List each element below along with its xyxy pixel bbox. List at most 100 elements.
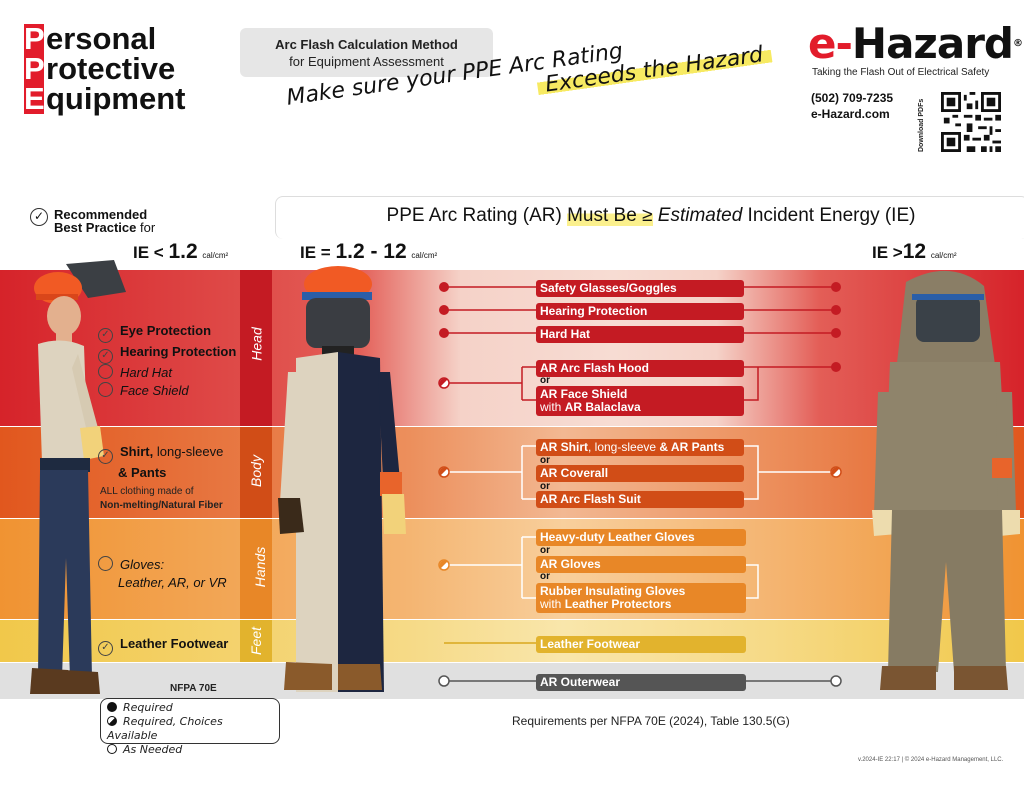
ie-low-unit: cal/cm² <box>202 251 229 260</box>
ppe-gloves-rubber-line1: Rubber Insulating Gloves <box>540 584 686 598</box>
brand-prefix: e- <box>808 19 853 68</box>
title-word-personal: ersonal <box>46 21 157 56</box>
ppe-gloves-ar: AR Gloves <box>536 556 746 573</box>
check-pants-label: & Pants <box>118 465 167 480</box>
ppe-faceshield-line1: AR Face Shield <box>540 387 628 401</box>
ie-low-value: 1.2 <box>168 240 198 263</box>
checklist-hands: Gloves: Leather, AR, or VR <box>98 556 227 592</box>
ppe-balaclava: AR Balaclava <box>564 400 641 414</box>
check-required-icon: ✓ <box>98 449 113 464</box>
dot-required <box>439 328 449 338</box>
brand-subtitle: Taking the Flash Out of Electrical Safet… <box>812 67 990 78</box>
headline-pre: PPE Arc Rating (AR) <box>386 205 568 226</box>
ie-high-prefix: IE > <box>872 243 903 262</box>
as-needed-icon <box>98 364 113 379</box>
checklist-body: ✓ Shirt, long-sleeve & Pants <box>98 443 223 482</box>
ie-high-value: 12 <box>902 240 927 263</box>
check-hearing: ✓ Hearing Protection <box>98 343 236 364</box>
headline-highlight: Must Be ≥ <box>567 205 653 226</box>
ie-mid-value: 1.2 - 12 <box>335 240 407 263</box>
ppe-shirt-a: AR Shirt <box>540 440 588 454</box>
dot-as-needed <box>438 675 450 687</box>
check-shirt-rest: long-sleeve <box>153 444 224 459</box>
check-hardhat-label: Hard Hat <box>120 365 173 380</box>
contact: (502) 709-7235 e-Hazard.com <box>811 90 893 122</box>
connector-hands <box>444 536 759 599</box>
ppe-shirt: AR Shirt, long-sleeve & AR Pants <box>536 439 744 456</box>
method-line2: for Equipment Assessment <box>289 54 444 69</box>
check-required-icon: ✓ <box>98 349 113 364</box>
check-faceshield-label: Face Shield <box>120 383 189 398</box>
legend-title: NFPA 70E <box>170 683 217 694</box>
dot-required <box>831 305 841 315</box>
ie-low: IE < 1.2 cal/cm² <box>133 240 228 264</box>
checklist-head: ✓ Eye Protection ✓ Hearing Protection Hard… <box>98 322 236 400</box>
band-feet <box>0 620 1024 662</box>
qr-code-icon[interactable] <box>941 92 1001 152</box>
legend-box: Required Required, Choices Available As … <box>100 698 280 756</box>
ie-mid-unit: cal/cm² <box>411 251 438 260</box>
ppe-footwear: Leather Footwear <box>536 636 746 653</box>
check-gloves-label: Gloves: <box>120 557 165 572</box>
brand-name: Hazard <box>851 19 1014 68</box>
dot-required <box>831 328 841 338</box>
or-label: or <box>540 571 550 582</box>
title-letter-e: E <box>24 81 45 116</box>
connector-body <box>444 445 836 500</box>
ppe-gloves-leather: Heavy-duty Leather Gloves <box>536 529 746 546</box>
band-hands <box>0 519 1024 619</box>
footer-copyright: v.2024-IE 22:17 | © 2024 e-Hazard Manage… <box>858 757 1004 763</box>
ppe-faceshield: AR Face Shield with AR Balaclava <box>536 386 744 416</box>
ie-high: IE >12 cal/cm² <box>872 240 957 264</box>
ppe-glasses: Safety Glasses/Goggles <box>536 280 744 297</box>
ppe-faceshield-with: with <box>540 400 565 414</box>
worker-high-figure <box>872 270 1020 690</box>
ie-mid-prefix: IE = <box>300 243 336 262</box>
worker-low-figure <box>30 260 126 694</box>
check-eye-label: Eye Protection <box>120 323 212 338</box>
headline-post: Incident Energy (IE) <box>742 205 916 226</box>
or-label: or <box>540 481 550 492</box>
recommended-bold: Best Practice <box>54 220 137 235</box>
ppe-coverall: AR Coverall <box>536 465 744 482</box>
dot-as-needed <box>830 675 842 687</box>
headline-frame <box>275 196 1024 239</box>
choices-dot-icon <box>107 716 117 726</box>
headline-italic: Estimated <box>652 205 743 226</box>
ppe-outerwear: AR Outerwear <box>536 674 746 691</box>
check-required-icon: ✓ <box>98 328 113 343</box>
check-footwear-label: Leather Footwear <box>120 636 229 651</box>
ppe-gloves-rubber: Rubber Insulating Gloves with Leather Pro… <box>536 583 746 613</box>
check-gloves-types: Leather, AR, or VR <box>118 575 227 590</box>
as-needed-icon <box>98 556 113 571</box>
website-link[interactable]: e-Hazard.com <box>811 107 890 121</box>
legend-required: Required <box>123 701 173 714</box>
phone-number: (502) 709-7235 <box>811 91 894 105</box>
check-hearing-label: Hearing Protection <box>120 344 237 359</box>
ppe-shirt-c: & AR Pants <box>659 440 725 454</box>
ppe-title: Personal Protective Equipment <box>24 21 186 116</box>
ie-mid: IE = 1.2 - 12 cal/cm² <box>300 240 437 264</box>
recommended-label: ✓ Recommended Best Practice for <box>30 208 155 234</box>
check-required-icon: ✓ <box>98 641 113 656</box>
check-shirt-label: Shirt, <box>120 444 154 459</box>
ppe-hood: AR Arc Flash Hood <box>536 360 744 377</box>
check-faceshield: Face Shield <box>98 382 236 400</box>
dot-required <box>831 282 841 292</box>
as-needed-dot-icon <box>107 744 117 754</box>
ppe-hearing: Hearing Protection <box>536 303 744 320</box>
legend-choices: Required, Choices Available <box>107 715 223 742</box>
ppe-leather-protectors: Leather Protectors <box>564 597 672 611</box>
checklist-feet: ✓ Leather Footwear <box>98 635 228 656</box>
clothing-note-line1: ALL clothing made of <box>100 486 194 497</box>
title-word-equipment: quipment <box>46 81 186 116</box>
band-head <box>0 270 1024 426</box>
check-eye: ✓ Eye Protection <box>98 322 236 343</box>
ppe-shirt-b: , long-sleeve <box>588 440 660 454</box>
method-box: Arc Flash Calculation Method for Equipme… <box>240 28 493 77</box>
dot-required <box>439 282 449 292</box>
tab-hands: Hands <box>240 519 272 619</box>
tab-body: Body <box>240 427 272 518</box>
title-letter-p1: P <box>24 21 45 56</box>
